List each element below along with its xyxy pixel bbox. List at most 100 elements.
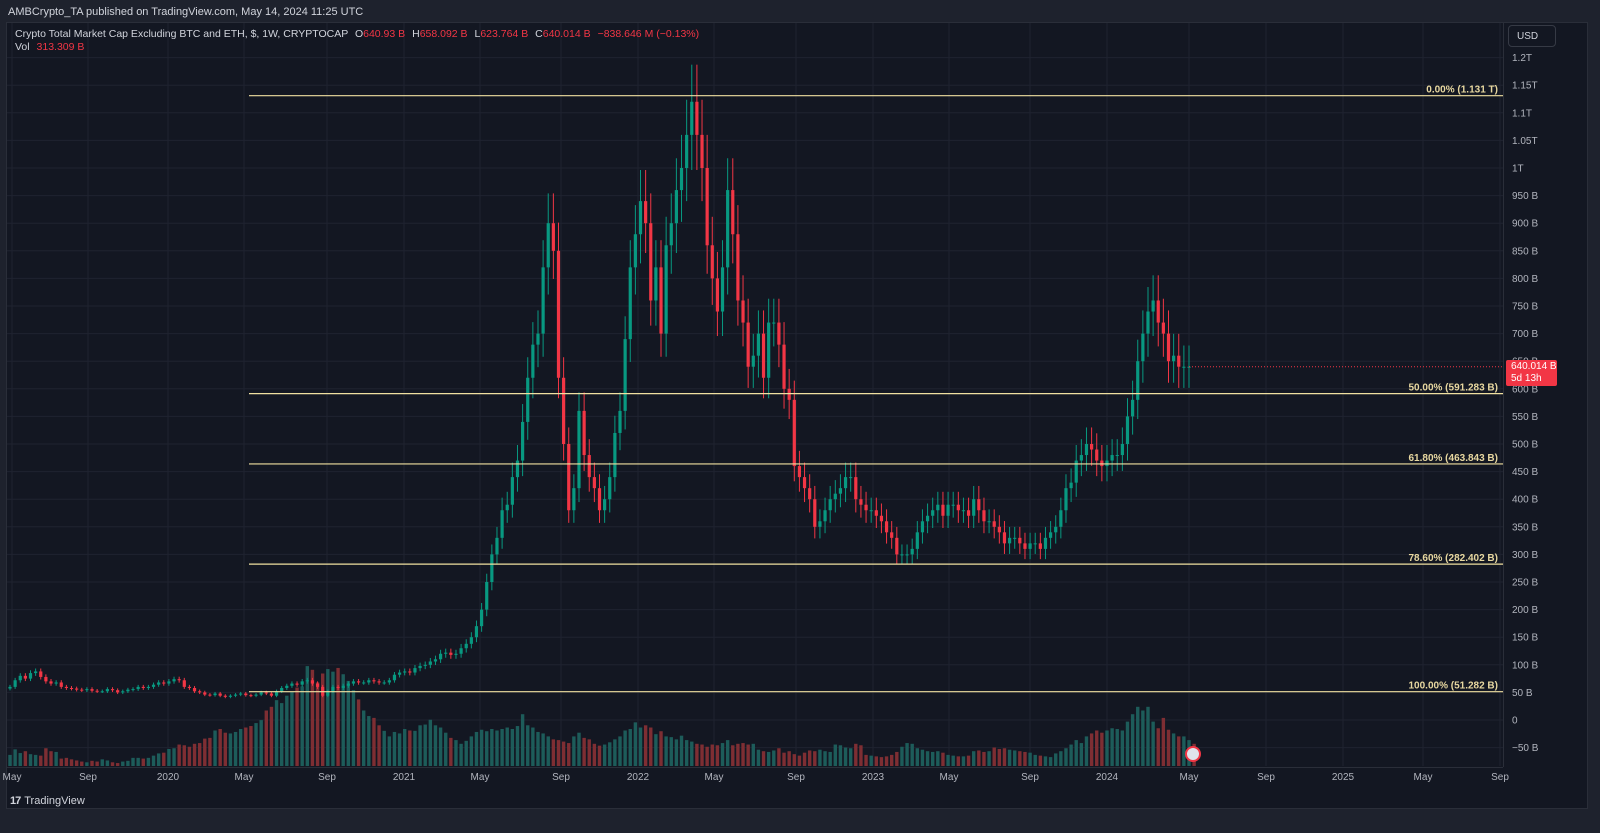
- volume-bar: [1028, 752, 1032, 766]
- volume-bar: [828, 751, 832, 766]
- candle-body: [459, 648, 463, 654]
- candle-body: [546, 223, 550, 268]
- candle-body: [331, 686, 335, 692]
- volume-bar: [172, 748, 176, 766]
- volume-bar: [536, 731, 540, 766]
- volume-bar: [23, 751, 28, 766]
- candle-body: [562, 377, 566, 444]
- volume-bar: [341, 674, 345, 766]
- volume-bar: [403, 729, 407, 766]
- volume-bar: [900, 746, 904, 766]
- candle-body: [64, 686, 68, 688]
- time-axis-label: Sep: [318, 772, 336, 783]
- candle-body: [746, 322, 750, 367]
- volume-bar: [1110, 728, 1114, 766]
- candle-body: [1161, 322, 1165, 334]
- candle-body: [879, 515, 884, 522]
- volume-bar: [1059, 751, 1063, 766]
- time-axis-label: Sep: [1491, 772, 1509, 783]
- volume-bar: [382, 730, 386, 766]
- volume-bar: [582, 737, 586, 766]
- price-axis-label: 750 B: [1512, 302, 1538, 313]
- candle-body: [992, 521, 996, 527]
- candle-body: [39, 671, 43, 677]
- candle-body: [915, 532, 919, 549]
- volume-bar: [1023, 751, 1027, 766]
- volume-bar: [823, 751, 827, 766]
- candle-body: [1084, 444, 1089, 456]
- candle-body: [854, 477, 858, 500]
- volume-bar: [500, 729, 504, 766]
- chart-panel[interactable]: [6, 22, 1588, 809]
- volume-bar: [331, 671, 335, 766]
- volume-bar: [218, 729, 222, 766]
- current-price-tag: 640.014 B 5d 13h: [1506, 360, 1557, 386]
- volume-bar: [751, 743, 755, 766]
- candle-body: [556, 250, 561, 378]
- candle-body: [295, 683, 299, 685]
- footer-brand[interactable]: 17 TradingView: [10, 795, 85, 807]
- candle-body: [485, 582, 489, 610]
- candle-body: [1136, 361, 1140, 400]
- candle-body: [1023, 543, 1027, 549]
- candle-body: [413, 668, 417, 673]
- volume-bar: [741, 743, 745, 766]
- volume-bar: [177, 744, 181, 766]
- candle-body: [269, 693, 274, 696]
- volume-bar: [720, 743, 725, 766]
- symbol-title[interactable]: Crypto Total Market Cap Excluding BTC an…: [15, 28, 349, 40]
- candle-body: [310, 680, 315, 684]
- volume-bar: [244, 727, 248, 766]
- candle-body: [223, 695, 227, 697]
- volume-bar: [546, 736, 550, 766]
- volume-bar: [659, 731, 663, 766]
- volume-label[interactable]: Vol: [15, 41, 30, 53]
- currency-button[interactable]: USD: [1508, 25, 1556, 47]
- candle-body: [510, 477, 514, 505]
- volume-bar: [490, 729, 494, 766]
- time-axis-label: 2024: [1096, 772, 1119, 783]
- volume-bar: [884, 756, 889, 766]
- time-axis-label: 2025: [1332, 772, 1355, 783]
- volume-bar: [818, 749, 822, 766]
- volume-bar: [710, 744, 714, 766]
- volume-bar: [889, 754, 894, 766]
- volume-bar: [792, 754, 796, 766]
- candle-body: [864, 504, 868, 511]
- volume-bar: [925, 751, 930, 766]
- volume-bar: [285, 695, 289, 766]
- price-axis-label: 950 B: [1512, 191, 1538, 202]
- price-axis-label: 850 B: [1512, 246, 1538, 257]
- candle-body: [362, 682, 366, 684]
- candle-body: [690, 101, 694, 135]
- candle-body: [403, 671, 407, 673]
- volume-bar: [320, 673, 325, 766]
- volume-bar: [777, 748, 781, 766]
- time-axis-divider: [6, 767, 1503, 768]
- volume-bar: [121, 761, 125, 766]
- candle-body: [756, 333, 761, 356]
- candle-body: [423, 664, 427, 666]
- volume-bar: [197, 743, 202, 766]
- volume-bar: [259, 720, 263, 766]
- price-axis-label: 700 B: [1512, 329, 1538, 340]
- candle-body: [987, 521, 991, 523]
- volume-bar: [643, 725, 648, 766]
- price-axis-label: −50 B: [1512, 743, 1539, 754]
- candle-body: [777, 322, 781, 345]
- candle-body: [95, 690, 99, 692]
- volume-bar: [951, 755, 955, 766]
- volume-bar: [674, 739, 679, 766]
- candle-body: [34, 671, 38, 674]
- candle-body: [772, 322, 776, 324]
- candle-body: [638, 201, 643, 235]
- volume-bar: [54, 751, 58, 766]
- volume-bar: [982, 751, 986, 766]
- candle-body: [187, 686, 192, 688]
- volume-bar: [279, 703, 284, 766]
- volume-bar: [1079, 743, 1084, 766]
- volume-bar: [684, 740, 689, 766]
- low-value: 623.764 B: [480, 28, 529, 40]
- volume-bar: [895, 751, 899, 766]
